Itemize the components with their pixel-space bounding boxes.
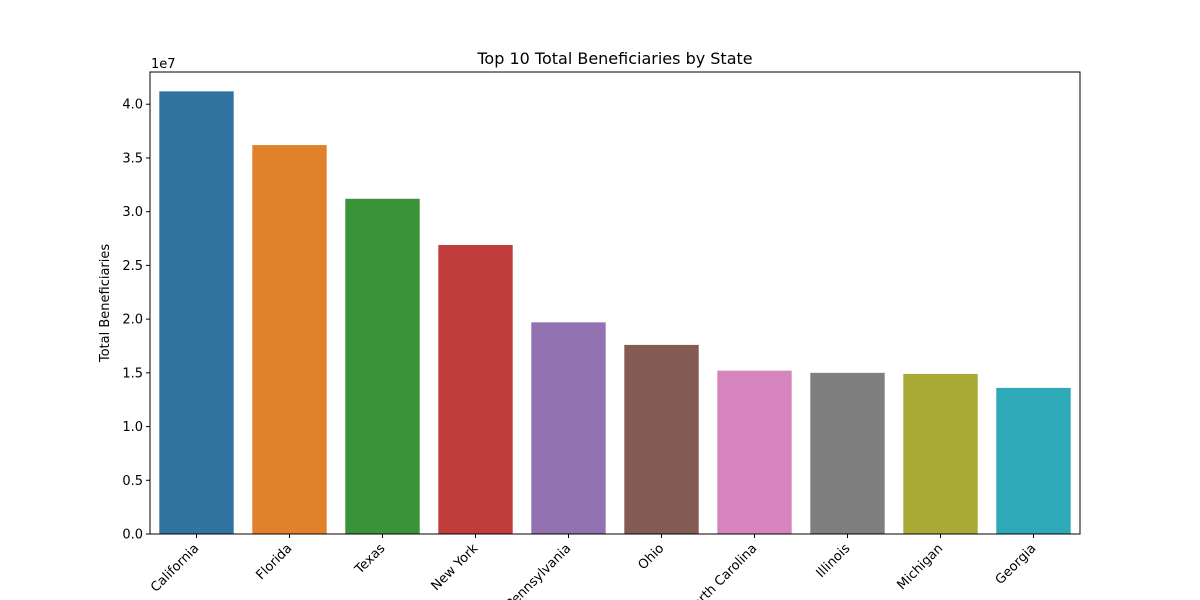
x-tick-label: North Carolina xyxy=(683,541,760,600)
x-tick-label: Florida xyxy=(253,541,295,583)
y-tick-label: 1.0 xyxy=(122,420,143,435)
bar-georgia xyxy=(996,387,1071,534)
bar-michigan xyxy=(903,373,978,534)
bar-new-york xyxy=(438,244,513,535)
y-tick-label: 2.5 xyxy=(122,259,143,274)
bar-north-carolina xyxy=(717,370,792,534)
x-tick-label: Illinois xyxy=(814,541,854,581)
x-tick-label: Georgia xyxy=(993,541,1040,588)
bar-texas xyxy=(345,198,420,534)
x-axis-ticks: California Florida Texas New York Pennsylvan… xyxy=(148,534,1039,600)
x-tick-label: Ohio xyxy=(635,541,667,573)
y-tick-label: 3.5 xyxy=(122,151,143,166)
y-tick-label: 4.0 xyxy=(122,98,143,113)
y-tick-label: 0.5 xyxy=(122,474,143,489)
x-tick-label: Michigan xyxy=(894,541,946,593)
plot-frame xyxy=(149,71,1081,535)
y-axis-ticks: 0.0 0.5 1.0 1.5 2.0 2.5 3.0 3.5 4.0 xyxy=(122,98,150,543)
y-tick-label: 3.0 xyxy=(122,205,143,220)
y-axis-label: Total Beneficiaries xyxy=(98,244,113,364)
y-tick-label: 0.0 xyxy=(122,528,143,543)
x-tick-label: New York xyxy=(429,541,482,594)
bar-illinois xyxy=(810,372,885,534)
y-tick-label: 2.0 xyxy=(122,313,143,328)
y-tick-label: 1.5 xyxy=(122,366,143,381)
y-axis-offset-label: 1e7 xyxy=(151,57,176,72)
x-tick-label: Texas xyxy=(352,541,389,578)
bar-ohio xyxy=(624,344,699,534)
bar-pennsylvania xyxy=(531,322,606,534)
bars-group xyxy=(159,91,1071,535)
chart-title: Top 10 Total Beneficiaries by State xyxy=(476,49,752,68)
x-tick-label: California xyxy=(148,541,202,595)
bar-california xyxy=(159,91,234,534)
bar-florida xyxy=(252,145,327,534)
x-tick-label: Pennsylvania xyxy=(503,541,574,600)
